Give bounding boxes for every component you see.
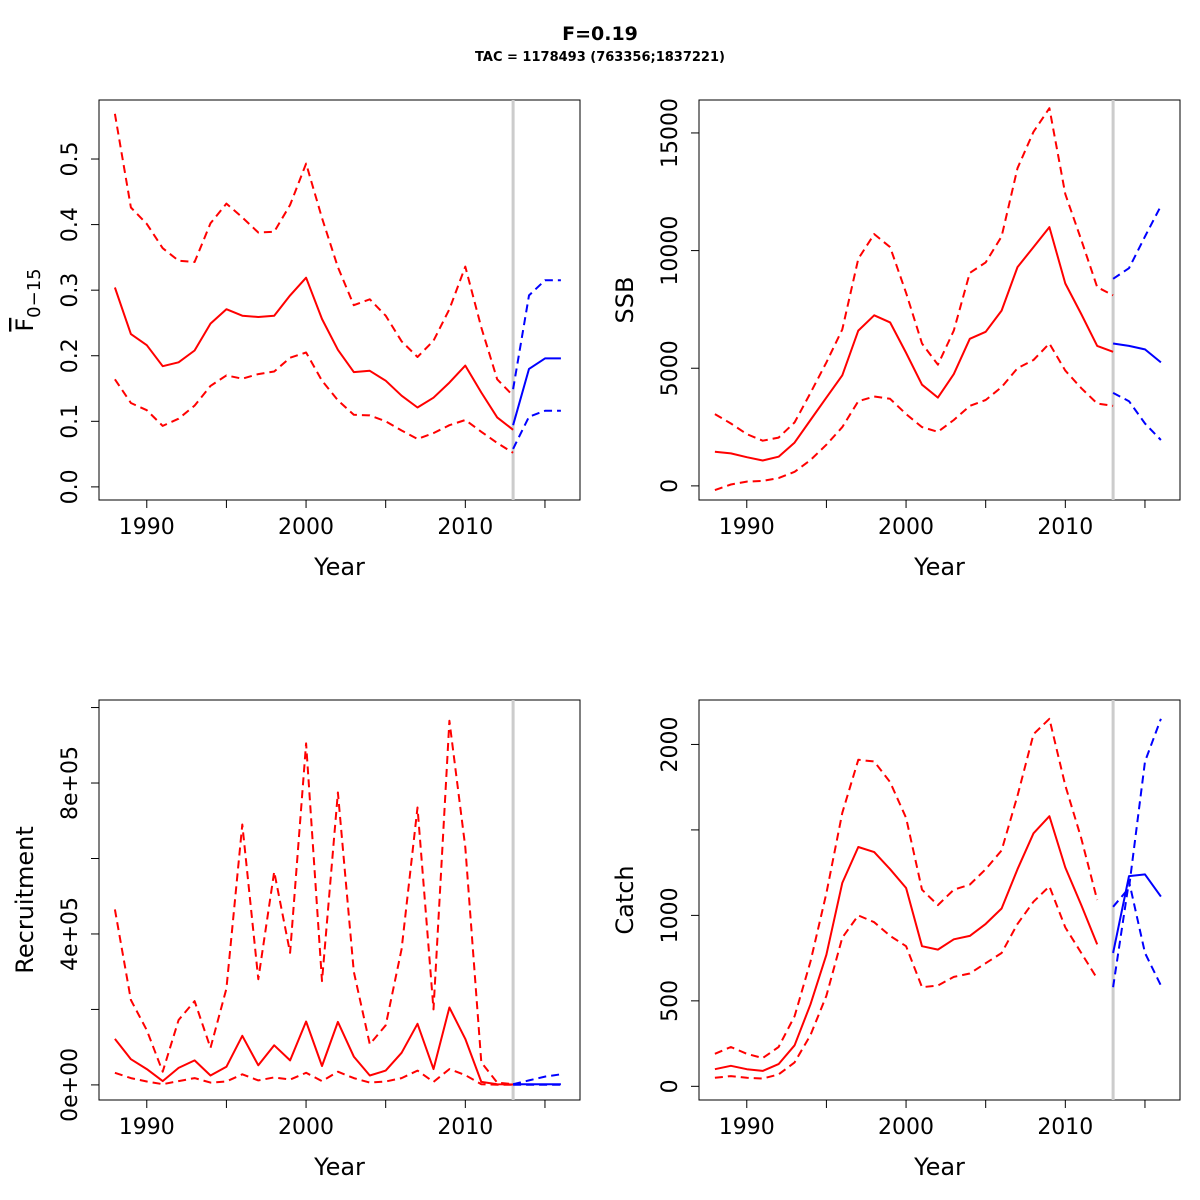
- x-axis-label: Year: [313, 553, 365, 581]
- x-tick-label: 2010: [437, 1115, 493, 1140]
- panel-top-left: 1990 2000 2010 Year 0.0 0.1 0.2 0.3 0.4 0.5 F0−15: [11, 99, 581, 581]
- x-tick-label: 2000: [278, 1115, 334, 1140]
- series-upper-line: [714, 717, 1099, 1060]
- series-forecast-lower-line: [1112, 880, 1162, 988]
- figure-subtitle: TAC = 1178493 (763356;1837221): [475, 50, 725, 65]
- y-tick-label: 0: [658, 1079, 683, 1093]
- x-axis-label: Year: [313, 1153, 365, 1181]
- y-tick-label: 0.5: [58, 142, 83, 177]
- y-tick-label: 1000: [658, 887, 683, 943]
- y-tick-label: 10000: [658, 216, 683, 286]
- series-lower-line: [114, 1068, 514, 1086]
- x-tick-label: 1990: [119, 1115, 175, 1140]
- plot-frame: [698, 99, 1181, 501]
- x-axis: 1990 2000 2010: [119, 500, 546, 540]
- series-estimate-line: [113, 276, 514, 431]
- y-tick-label: 2000: [658, 716, 683, 772]
- y-tick-label: 5000: [658, 340, 683, 396]
- x-tick-label: 1990: [719, 1115, 775, 1140]
- y-axis-label: Recruitment: [11, 826, 39, 973]
- series-group: [113, 113, 561, 454]
- panel-bottom-right: 1990 2000 2010 Year 0 500 1000 2000 Catch: [611, 699, 1181, 1181]
- series-forecast-upper-line: [512, 279, 561, 390]
- y-axis: 0e+00 4e+05 8e+05: [58, 707, 99, 1122]
- series-lower-line: [114, 351, 514, 454]
- series-estimate-line: [114, 1006, 514, 1086]
- x-tick-label: 2010: [1037, 1115, 1093, 1140]
- y-tick-label: 0.1: [58, 404, 83, 439]
- y-tick-label: 0e+00: [58, 1048, 83, 1122]
- y-axis-label: Catch: [611, 865, 639, 934]
- x-axis: 1990 2000 2010: [719, 1100, 1146, 1140]
- series-estimate-line: [714, 815, 1099, 1072]
- y-tick-label: 0.3: [58, 273, 83, 308]
- y-tick-label: 0: [658, 479, 683, 493]
- series-forecast-upper-line: [512, 1073, 562, 1086]
- x-tick-label: 2000: [878, 1115, 934, 1140]
- x-axis-label: Year: [913, 553, 965, 581]
- y-tick-label: 15000: [658, 98, 683, 168]
- y-axis: 0 500 1000 2000: [658, 716, 699, 1093]
- y-tick-label: 8e+05: [58, 746, 83, 820]
- figure-title: F=0.19: [562, 23, 638, 45]
- series-group: [714, 717, 1162, 1080]
- series-lower-line: [714, 342, 1114, 492]
- x-tick-label: 2000: [878, 515, 934, 540]
- series-group: [714, 107, 1162, 492]
- y-tick-label: 0.4: [58, 207, 83, 242]
- series-forecast-upper-line: [1112, 205, 1162, 280]
- x-tick-label: 1990: [119, 515, 175, 540]
- y-tick-label: 4e+05: [58, 897, 83, 971]
- series-lower-line: [714, 885, 1099, 1080]
- panel-top-right: 1990 2000 2010 Year 0 5000 10000 15000 SSB: [611, 98, 1181, 581]
- x-axis: 1990 2000 2010: [719, 500, 1146, 540]
- y-tick-label: 500: [658, 980, 683, 1022]
- series-forecast-line: [1112, 873, 1162, 954]
- series-forecast-line: [1112, 342, 1162, 364]
- plot-frame: [98, 99, 581, 501]
- series-estimate-line: [714, 226, 1114, 462]
- y-tick-label: 0.2: [58, 338, 83, 373]
- series-forecast-line: [512, 357, 561, 426]
- series-upper-line: [113, 113, 514, 397]
- plot-frame: [698, 699, 1181, 1101]
- series-upper-line: [714, 107, 1114, 442]
- series-upper-line: [113, 719, 514, 1086]
- series-forecast-lower-line: [512, 409, 561, 450]
- panels: 1990 2000 2010Year0.00.10.20.30.40.5F0−151…: [11, 98, 1181, 1181]
- y-axis-label: F0−15: [11, 268, 45, 331]
- series-group: [113, 719, 562, 1086]
- x-axis: 1990 2000 2010: [119, 1100, 546, 1140]
- x-tick-label: 2010: [1037, 515, 1093, 540]
- x-tick-label: 1990: [719, 515, 775, 540]
- y-axis-label: SSB: [611, 277, 639, 324]
- plot-frame: [98, 699, 581, 1101]
- y-axis: 0.0 0.1 0.2 0.3 0.4 0.5: [58, 142, 99, 504]
- series-forecast-lower-line: [1112, 392, 1162, 441]
- series-forecast-upper-line: [1112, 718, 1162, 908]
- x-tick-label: 2010: [437, 515, 493, 540]
- x-axis-label: Year: [913, 1153, 965, 1181]
- y-tick-label: 0.0: [58, 469, 83, 504]
- y-axis: 0 5000 10000 15000: [658, 98, 699, 493]
- panel-bottom-left: 1990 2000 2010 Year 0e+00 4e+05 8e+05 Recruitme…: [11, 699, 581, 1181]
- x-tick-label: 2000: [278, 515, 334, 540]
